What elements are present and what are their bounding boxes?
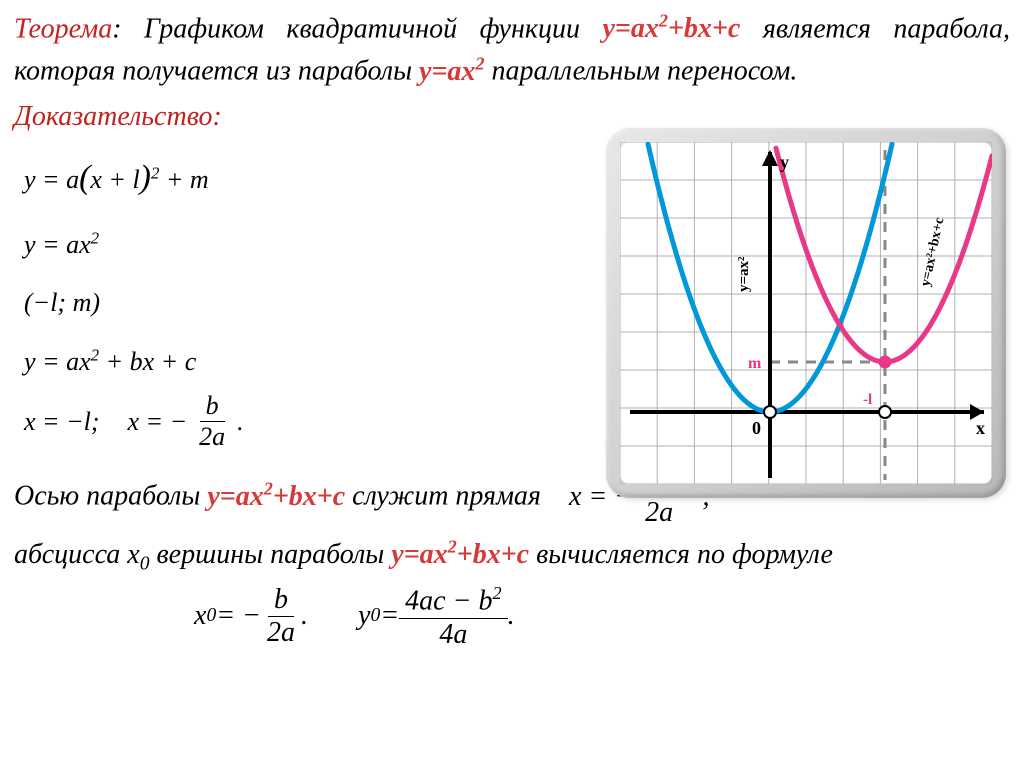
chart-container: y x 0 m -l y=ax² y=ax²+bx+c [606,128,1006,498]
theorem-text: Теорема: Графиком квадратичной функции y… [14,8,1010,93]
svg-text:y: y [780,152,789,172]
chart-svg: y x 0 m -l y=ax² y=ax²+bx+c [620,142,992,484]
x0-formula: x0 = − b2a . [194,586,308,647]
chart: y x 0 m -l y=ax² y=ax²+bx+c [620,142,992,484]
theorem-part3: параллельным переносом. [485,56,798,87]
svg-text:x: x [976,418,985,438]
svg-text:0: 0 [752,418,761,438]
svg-text:m: m [748,355,762,372]
conclusion-formula-a: y=ax2+bx+c [207,481,345,512]
theorem-part1: : Графиком квадратичной функции [112,13,602,44]
svg-text:y=ax²+bx+c: y=ax²+bx+c [918,216,947,288]
svg-text:-l: -l [863,392,872,408]
theorem-formula2: y=ax2 [419,56,484,87]
theorem-formula1: y=ax2+bx+c [602,13,740,44]
vertex-formulas: x0 = − b2a . y0 = 4ac − b24a . [14,584,1010,648]
svg-text:y=ax²: y=ax² [736,256,752,292]
theorem-label: Теорема [14,13,112,44]
conclusion-formula-b: y=ax2+bx+c [391,539,529,570]
y0-formula: y0 = 4ac − b24a . [358,584,515,648]
